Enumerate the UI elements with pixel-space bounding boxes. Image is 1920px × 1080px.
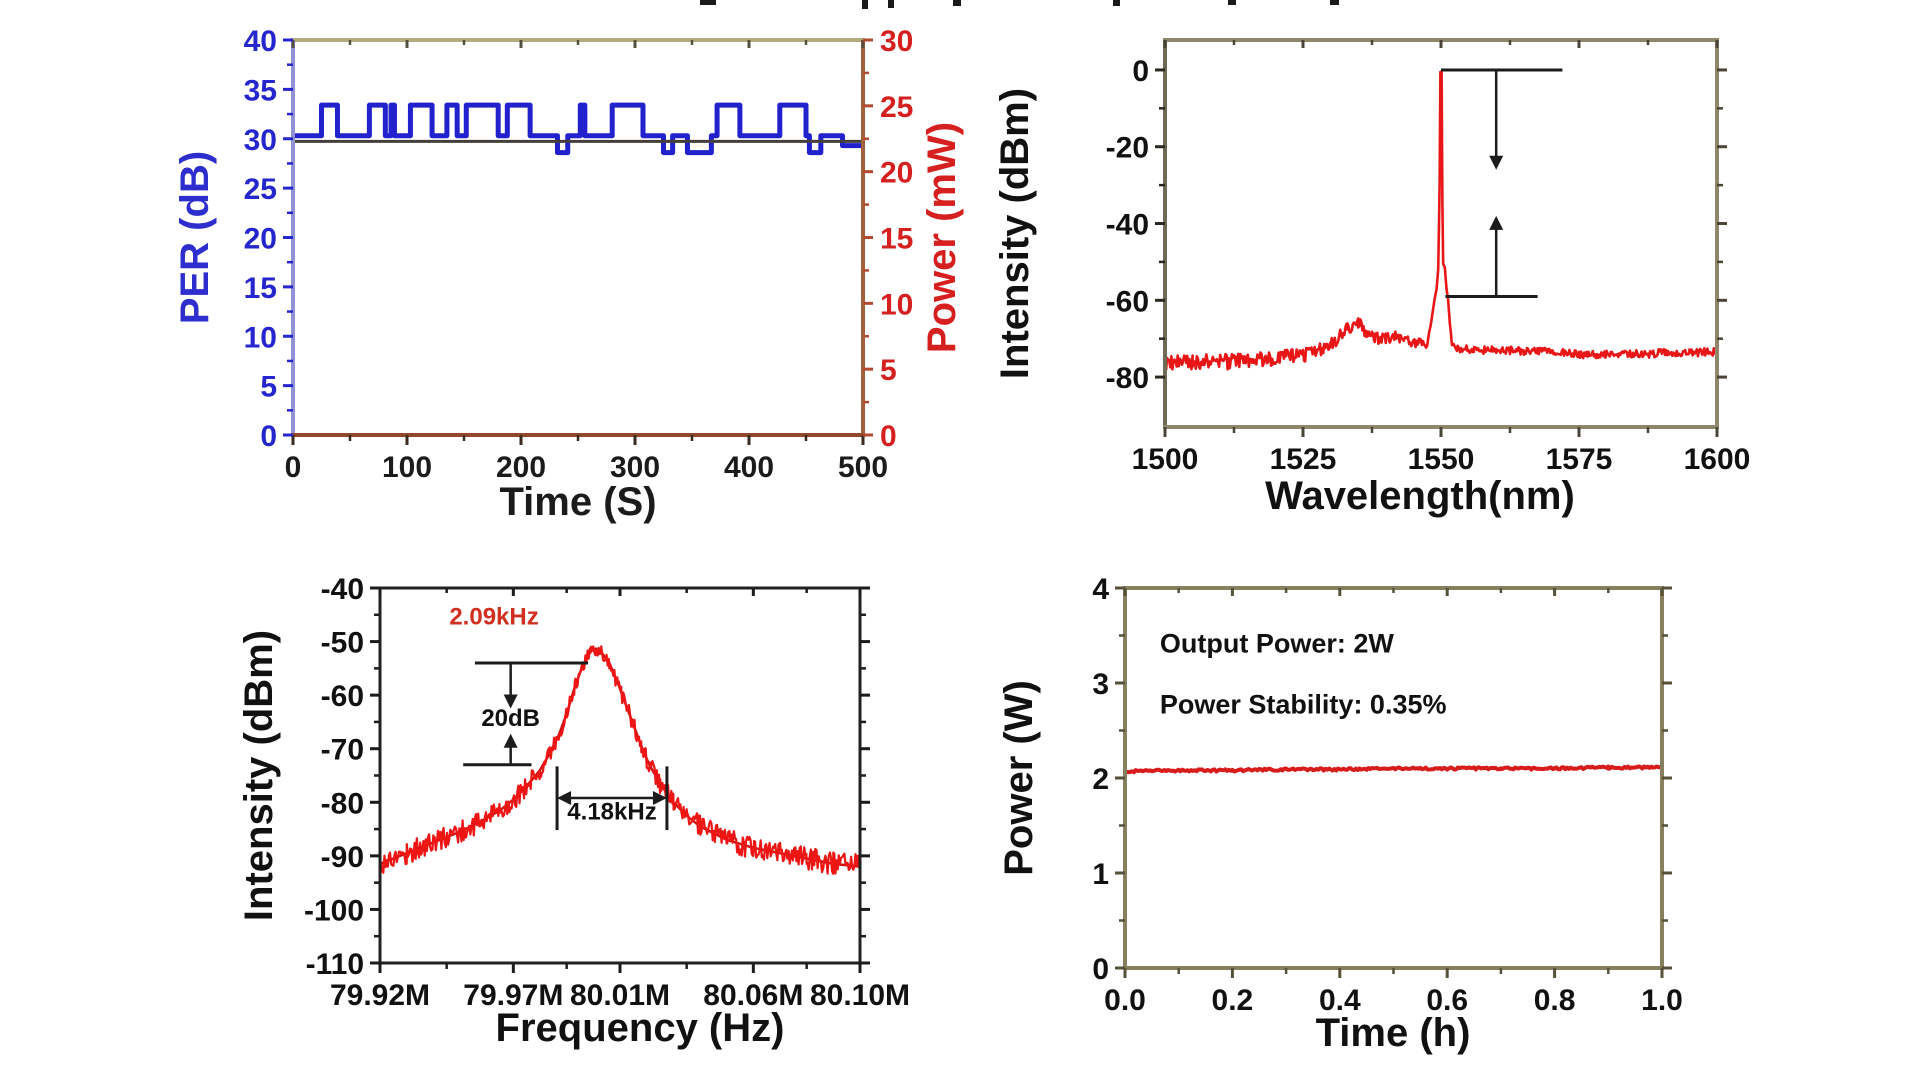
series-group	[1125, 764, 1662, 775]
y-tick-label: 4	[1092, 573, 1109, 606]
y2-tick-label: 20	[880, 157, 913, 190]
y-tick-label: 30	[244, 124, 277, 157]
annotation-text: Output Power: 2W	[1160, 629, 1394, 659]
x-tick-label: 79.92M	[330, 979, 430, 1012]
y2-tick-label: 15	[880, 223, 913, 256]
text-fragment	[862, 0, 868, 9]
arrowhead	[1489, 215, 1504, 230]
x-tick-label: 300	[610, 451, 660, 484]
y-tick-label: 25	[244, 173, 277, 206]
annotation-text: 4.18kHz	[567, 798, 656, 825]
x-tick-label: 1550	[1408, 443, 1475, 476]
y-tick-label: 15	[244, 272, 277, 305]
x-tick-label: 1525	[1270, 443, 1337, 476]
y-axis-title: Power (W)	[997, 680, 1041, 876]
series-group	[380, 645, 860, 875]
series-group	[293, 102, 863, 156]
y-axis-title: Intensity (dBm)	[237, 630, 281, 921]
x-tick-label: 0.8	[1534, 984, 1576, 1017]
text-fragment	[888, 0, 894, 8]
x-tick-label: 80.06M	[703, 979, 803, 1012]
y-tick-label: -50	[321, 627, 364, 660]
series-power	[1125, 764, 1662, 775]
y-tick-label: 35	[244, 74, 277, 107]
y-tick-label: -70	[321, 734, 364, 767]
y2-tick-label: 5	[880, 354, 897, 387]
y-tick-label: -110	[306, 948, 364, 981]
x-tick-label: 0.2	[1212, 984, 1254, 1017]
y-tick-label: -40	[321, 573, 364, 606]
chart-optical-spectrum: 1500 1525 1550 1575 1600 -80 -60 -40 -20 0 Wavelen…	[993, 38, 1751, 518]
x-tick-label: 0.4	[1319, 984, 1361, 1017]
y-tick-label: 2	[1092, 763, 1109, 796]
text-fragment	[953, 0, 961, 6]
y-tick-label: -60	[1106, 285, 1149, 318]
x-axis-title: Frequency (Hz)	[496, 1006, 785, 1050]
y2-axis-title: Power (mW)	[920, 122, 964, 353]
x-tick-label: 1575	[1546, 443, 1613, 476]
chart-rf-beat-note: 2.09kHz 20dB 4.18kHz 79.92M 79.97M 80.01M 80.0…	[237, 573, 910, 1050]
x-tick-label: 80.10M	[810, 979, 910, 1012]
text-fragment	[1113, 0, 1120, 6]
y-tick-label: -20	[1106, 132, 1149, 165]
x-axis-title: Time (h)	[1316, 1011, 1471, 1055]
x-tick-label: 0.0	[1104, 984, 1146, 1017]
y-tick-label: 5	[260, 371, 277, 404]
y-tick-label: -80	[321, 787, 364, 820]
y-tick-label: 20	[244, 223, 277, 256]
x-tick-label: 100	[382, 451, 432, 484]
y-tick-label: 0	[1092, 953, 1109, 986]
y2-tick-label: 25	[880, 91, 913, 124]
arrowhead	[1489, 155, 1504, 170]
y2-tick-label: 0	[880, 420, 897, 453]
series-group	[1165, 70, 1717, 371]
text-fragment	[1228, 0, 1236, 5]
x-tick-label: 1600	[1684, 443, 1751, 476]
y-tick-label: -60	[321, 680, 364, 713]
arrowhead	[503, 694, 518, 709]
x-tick-label: 500	[838, 451, 888, 484]
annotation-text: 20dB	[481, 705, 540, 732]
arrowhead	[503, 733, 518, 748]
x-tick-label: 0	[285, 451, 302, 484]
text-fragment	[1330, 0, 1339, 5]
y-tick-label: -80	[1106, 362, 1149, 395]
x-tick-label: 1500	[1132, 443, 1199, 476]
x-axis-title: Wavelength(nm)	[1265, 474, 1575, 518]
annotation-text: Power Stability: 0.35%	[1160, 689, 1447, 719]
chart-output-power-stability: Output Power: 2W Power Stability: 0.35% 0.…	[997, 573, 1683, 1055]
series-spectrum	[1165, 70, 1717, 371]
text-fragment	[700, 0, 716, 5]
chart-per-power-stability: 0 100 200 300 400 500051015202530354005101520…	[173, 25, 964, 524]
x-tick-label: 200	[496, 451, 546, 484]
annotation-text: 2.09kHz	[449, 603, 538, 630]
y2-tick-label: 10	[880, 288, 913, 321]
x-tick-label: 80.01M	[570, 979, 670, 1012]
y-tick-label: -90	[321, 841, 364, 874]
series-PER	[293, 102, 863, 156]
x-tick-label: 0.6	[1426, 984, 1468, 1017]
y-tick-label: 3	[1092, 668, 1109, 701]
cropped-text-fragments	[700, 0, 1339, 9]
x-tick-label: 400	[724, 451, 774, 484]
y-tick-label: 0	[1132, 55, 1149, 88]
x-tick-label: 1.0	[1641, 984, 1683, 1017]
y-tick-label: 0	[260, 420, 277, 453]
y-tick-label: -100	[304, 894, 364, 927]
y-tick-label: 10	[244, 321, 277, 354]
arrowhead	[652, 791, 667, 805]
y-tick-label: -40	[1106, 209, 1149, 242]
y2-tick-label: 30	[880, 25, 913, 58]
series-measured	[380, 645, 860, 875]
x-axis-title: Time (S)	[499, 480, 656, 524]
arrowhead	[557, 791, 572, 805]
y-tick-label: 40	[244, 25, 277, 58]
y-tick-label: 1	[1092, 858, 1109, 891]
x-tick-label: 79.97M	[463, 979, 563, 1012]
y-axis-title: PER (dB)	[173, 151, 217, 324]
y-axis-title: Intensity (dBm)	[993, 88, 1037, 379]
